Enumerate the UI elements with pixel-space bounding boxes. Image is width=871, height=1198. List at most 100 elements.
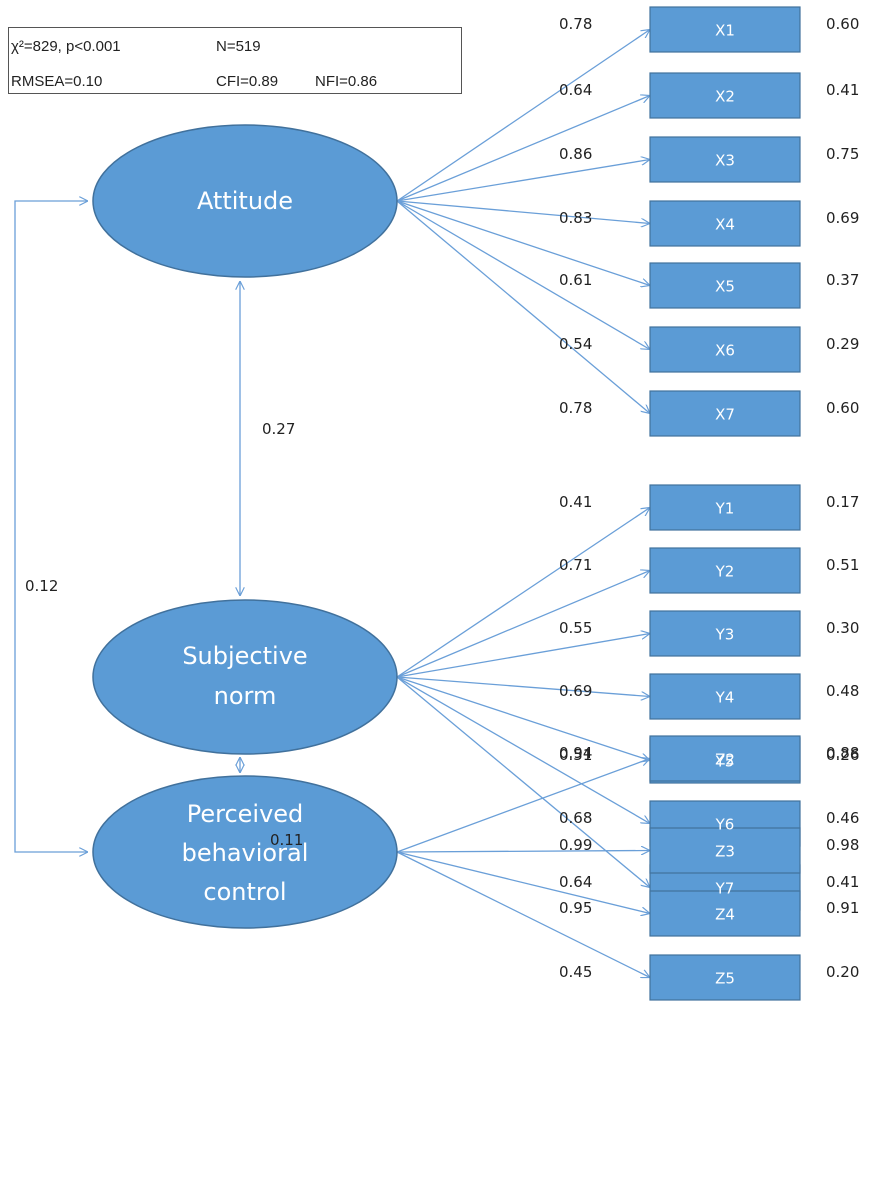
- r-squared-y2: 0.51: [826, 556, 859, 574]
- loading-arrow-x4: [396, 200, 650, 224]
- indicator-label-z2: Z2: [715, 751, 735, 769]
- indicator-label-y6: Y6: [715, 816, 735, 834]
- indicator-label-x6: X6: [715, 342, 735, 360]
- correlation-value-3: 0.12: [25, 577, 58, 595]
- indicator-label-x1: X1: [715, 22, 735, 40]
- r-squared-y5: 0.26: [826, 746, 859, 764]
- factor-label-perceived-behavioral-control-line-2: behavioral: [182, 839, 309, 867]
- r-squared-x1: 0.60: [826, 15, 859, 33]
- factor-label-perceived-behavioral-control-line-3: control: [203, 878, 286, 906]
- indicator-label-x4: X4: [715, 216, 735, 234]
- loading-arrow-z3: [396, 851, 650, 853]
- loading-arrow-y4: [396, 676, 650, 697]
- loading-value-x5: 0.61: [559, 271, 592, 289]
- loading-value-x6: 0.54: [559, 335, 592, 353]
- indicator-label-z3: Z3: [715, 843, 735, 861]
- r-squared-y1: 0.17: [826, 493, 859, 511]
- loading-arrow-z4: [396, 851, 650, 914]
- loading-arrow-x3: [396, 160, 650, 202]
- r-squared-y7: 0.41: [826, 873, 859, 891]
- r-squared-x5: 0.37: [826, 271, 859, 289]
- indicator-box-y1: [649, 484, 801, 531]
- indicator-label-x7: X7: [715, 406, 735, 424]
- r-squared-x3: 0.75: [826, 145, 859, 163]
- loading-value-y2: 0.71: [559, 556, 592, 574]
- r-squared-x6: 0.29: [826, 335, 859, 353]
- loading-arrow-y1: [396, 508, 650, 678]
- indicator-label-y1: Y1: [715, 500, 735, 518]
- indicator-label-y7: Y7: [715, 880, 735, 898]
- r-squared-z2: 0.88: [826, 744, 859, 762]
- loading-arrow-x7: [396, 200, 650, 414]
- loading-arrow-x6: [396, 200, 650, 350]
- loading-value-z5: 0.45: [559, 963, 592, 981]
- loading-arrow-z5: [396, 851, 650, 978]
- loading-value-y6: 0.68: [559, 809, 592, 827]
- loading-arrow-y2: [396, 571, 650, 678]
- indicator-box-x2: [649, 72, 801, 119]
- sample-size-stat: N=519: [216, 38, 261, 55]
- r-squared-z3: 0.98: [826, 836, 859, 854]
- fit-statistics-box: χ²=829, p<0.001 N=519 RMSEA=0.10 CFI=0.8…: [8, 27, 462, 94]
- indicator-label-y4: Y4: [715, 689, 735, 707]
- loading-value-y4: 0.69: [559, 682, 592, 700]
- indicator-box-x4: [649, 200, 801, 247]
- nfi-stat: NFI=0.86: [315, 73, 378, 90]
- factor-label-attitude-line-1: Attitude: [197, 187, 293, 215]
- r-squared-x7: 0.60: [826, 399, 859, 417]
- loading-arrow-y5: [396, 676, 650, 761]
- loading-value-z2: 0.94: [559, 744, 592, 762]
- indicator-box-x6: [649, 326, 801, 373]
- indicator-box-z2: [649, 735, 801, 782]
- r-squared-y3: 0.30: [826, 619, 859, 637]
- loading-value-x7: 0.78: [559, 399, 592, 417]
- indicator-box-y3: [649, 610, 801, 657]
- indicator-label-y2: Y2: [715, 563, 735, 581]
- factor-label-subjective-norm-line-1: Subjective: [182, 642, 307, 670]
- indicator-label-x3: X3: [715, 152, 735, 170]
- r-squared-z5: 0.20: [826, 963, 859, 981]
- indicator-box-x7: [649, 390, 801, 437]
- indicator-label-z4: Z4: [715, 906, 735, 924]
- loading-value-x1: 0.78: [559, 15, 592, 33]
- indicator-box-x5: [649, 262, 801, 309]
- loading-arrow-x2: [396, 96, 650, 202]
- loading-arrow-y3: [396, 634, 650, 678]
- r-squared-y6: 0.46: [826, 809, 859, 827]
- correlation-arrow-3: [14, 201, 88, 852]
- indicator-box-x1: [649, 6, 801, 53]
- loading-arrow-y7: [396, 676, 650, 888]
- r-squared-y4: 0.48: [826, 682, 859, 700]
- factor-label-subjective-norm-line-2: norm: [214, 682, 277, 710]
- loading-value-y7: 0.64: [559, 873, 592, 891]
- indicator-label-x2: X2: [715, 88, 735, 106]
- r-squared-x4: 0.69: [826, 209, 859, 227]
- loading-value-x2: 0.64: [559, 81, 592, 99]
- chi-square-stat: χ²=829, p<0.001: [11, 38, 121, 55]
- loading-value-z4: 0.95: [559, 899, 592, 917]
- loading-value-y1: 0.41: [559, 493, 592, 511]
- indicator-label-x5: X5: [715, 278, 735, 296]
- indicator-label-y3: Y3: [715, 626, 735, 644]
- r-squared-x2: 0.41: [826, 81, 859, 99]
- loading-value-y3: 0.55: [559, 619, 592, 637]
- loading-arrow-x5: [396, 200, 650, 286]
- factor-ellipse-attitude: [92, 124, 398, 278]
- loading-arrow-y6: [396, 676, 650, 824]
- indicator-box-y2: [649, 547, 801, 594]
- loading-value-x4: 0.83: [559, 209, 592, 227]
- loading-arrow-x1: [396, 30, 650, 202]
- indicator-box-z3: [649, 827, 801, 874]
- rmsea-stat: RMSEA=0.10: [11, 73, 103, 90]
- loading-value-x3: 0.86: [559, 145, 592, 163]
- factor-ellipse-perceived-behavioral-control: [92, 775, 398, 929]
- indicator-box-z4: [649, 890, 801, 937]
- indicator-box-z5: [649, 954, 801, 1001]
- factor-label-perceived-behavioral-control-line-1: Perceived: [187, 800, 304, 828]
- loading-value-z3: 0.99: [559, 836, 592, 854]
- indicator-box-x3: [649, 136, 801, 183]
- r-squared-z4: 0.91: [826, 899, 859, 917]
- indicator-label-y5: Y5: [715, 753, 735, 771]
- indicator-label-z5: Z5: [715, 970, 735, 988]
